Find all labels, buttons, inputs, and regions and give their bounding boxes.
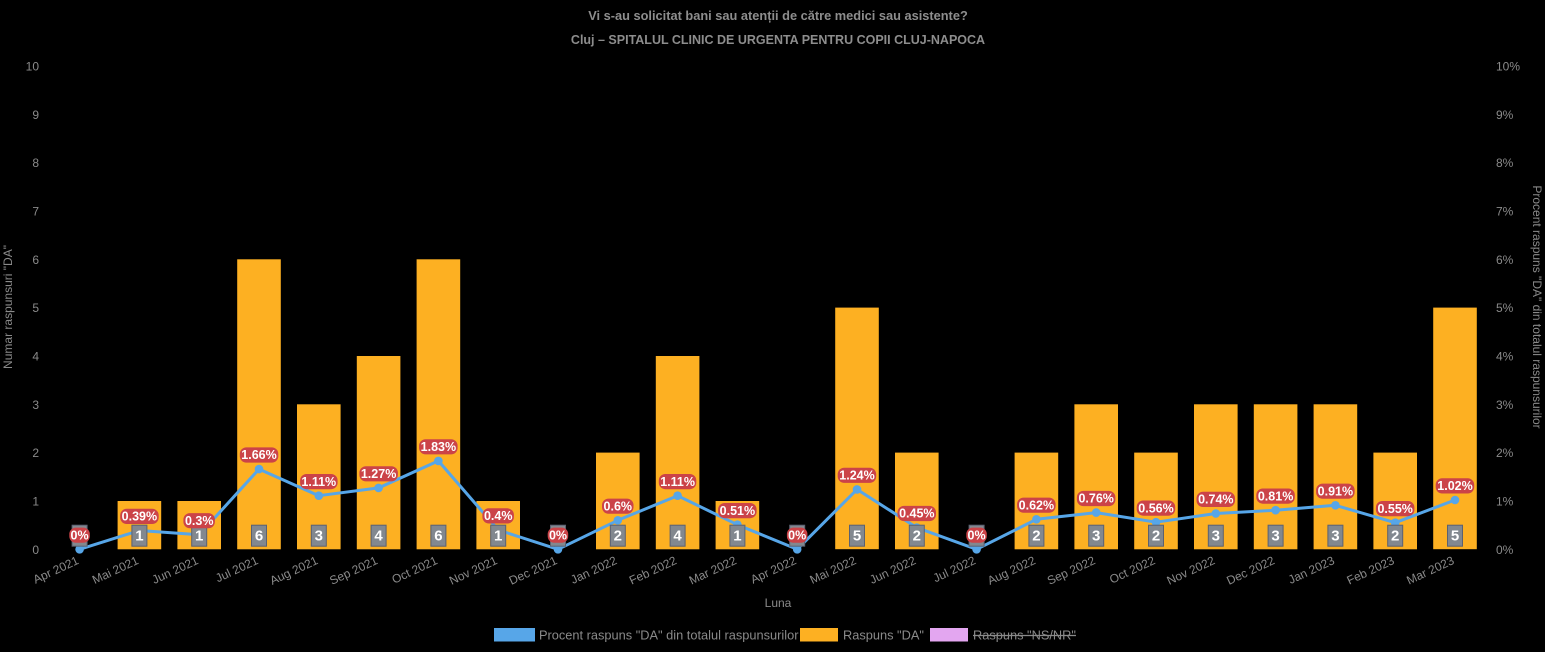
svg-text:8%: 8% bbox=[1496, 156, 1514, 170]
svg-text:7%: 7% bbox=[1496, 205, 1514, 219]
svg-text:0.4%: 0.4% bbox=[484, 509, 513, 523]
svg-text:1%: 1% bbox=[1496, 495, 1514, 509]
svg-text:1.27%: 1.27% bbox=[361, 467, 396, 481]
svg-text:2: 2 bbox=[1032, 528, 1040, 545]
svg-text:5%: 5% bbox=[1496, 301, 1514, 315]
svg-text:7: 7 bbox=[32, 205, 39, 219]
svg-text:Procent raspuns "DA" din total: Procent raspuns "DA" din totalul raspuns… bbox=[1530, 185, 1544, 428]
svg-text:6%: 6% bbox=[1496, 253, 1514, 267]
svg-text:8: 8 bbox=[32, 156, 39, 170]
svg-text:1: 1 bbox=[32, 495, 39, 509]
svg-text:1.02%: 1.02% bbox=[1437, 479, 1472, 493]
svg-text:2: 2 bbox=[32, 446, 39, 460]
svg-text:6: 6 bbox=[32, 253, 39, 267]
svg-text:0.6%: 0.6% bbox=[604, 499, 633, 513]
svg-text:Vi s-au solicitat bani sau ate: Vi s-au solicitat bani sau atenții de că… bbox=[588, 8, 968, 23]
svg-text:5: 5 bbox=[32, 301, 39, 315]
svg-text:1.11%: 1.11% bbox=[301, 475, 336, 489]
svg-text:2: 2 bbox=[614, 528, 622, 545]
svg-text:3: 3 bbox=[1331, 528, 1339, 545]
svg-text:2: 2 bbox=[1152, 528, 1160, 545]
svg-text:9%: 9% bbox=[1496, 108, 1514, 122]
svg-text:1.24%: 1.24% bbox=[839, 469, 874, 483]
svg-text:Raspuns "DA": Raspuns "DA" bbox=[843, 628, 924, 643]
svg-text:1: 1 bbox=[733, 528, 741, 545]
svg-text:0%: 0% bbox=[1496, 543, 1514, 557]
svg-text:Raspuns "NS/NR": Raspuns "NS/NR" bbox=[973, 628, 1076, 643]
svg-text:Cluj – SPITALUL CLINIC DE URGE: Cluj – SPITALUL CLINIC DE URGENTA PENTRU… bbox=[571, 33, 985, 47]
svg-text:0%: 0% bbox=[968, 528, 986, 542]
svg-text:2%: 2% bbox=[1496, 446, 1514, 460]
svg-text:1.83%: 1.83% bbox=[421, 440, 456, 454]
svg-text:2: 2 bbox=[1391, 528, 1399, 545]
svg-text:0.76%: 0.76% bbox=[1078, 492, 1113, 506]
svg-text:0.45%: 0.45% bbox=[899, 507, 934, 521]
svg-text:1: 1 bbox=[195, 528, 203, 545]
svg-text:1: 1 bbox=[135, 528, 143, 545]
svg-text:3: 3 bbox=[1092, 528, 1100, 545]
svg-text:4: 4 bbox=[673, 528, 682, 545]
svg-text:0.3%: 0.3% bbox=[185, 514, 214, 528]
svg-text:10%: 10% bbox=[1496, 60, 1520, 74]
svg-text:9: 9 bbox=[32, 108, 39, 122]
svg-text:6: 6 bbox=[255, 528, 263, 545]
svg-text:3: 3 bbox=[1212, 528, 1220, 545]
svg-text:0.74%: 0.74% bbox=[1198, 493, 1233, 507]
svg-text:Luna: Luna bbox=[765, 596, 792, 610]
svg-text:0.91%: 0.91% bbox=[1318, 484, 1353, 498]
svg-text:3: 3 bbox=[32, 398, 39, 412]
svg-text:Numar raspunsuri "DA": Numar raspunsuri "DA" bbox=[1, 245, 15, 369]
svg-text:3: 3 bbox=[1271, 528, 1279, 545]
svg-text:4: 4 bbox=[32, 350, 39, 364]
svg-text:0.51%: 0.51% bbox=[720, 504, 755, 518]
svg-text:0: 0 bbox=[32, 543, 39, 557]
svg-text:0.62%: 0.62% bbox=[1019, 498, 1054, 512]
svg-text:0%: 0% bbox=[71, 528, 89, 542]
svg-text:2: 2 bbox=[913, 528, 921, 545]
svg-text:5: 5 bbox=[1451, 528, 1459, 545]
svg-text:0%: 0% bbox=[788, 528, 806, 542]
svg-text:5: 5 bbox=[853, 528, 861, 545]
svg-text:6: 6 bbox=[434, 528, 442, 545]
svg-text:1.11%: 1.11% bbox=[660, 475, 695, 489]
svg-text:0.81%: 0.81% bbox=[1258, 489, 1293, 503]
svg-text:0%: 0% bbox=[549, 528, 567, 542]
svg-text:Procent raspuns "DA" din total: Procent raspuns "DA" din totalul raspuns… bbox=[539, 628, 799, 643]
svg-text:0.39%: 0.39% bbox=[122, 510, 157, 524]
svg-text:0.56%: 0.56% bbox=[1138, 501, 1173, 515]
svg-text:1: 1 bbox=[494, 528, 502, 545]
svg-text:0.55%: 0.55% bbox=[1377, 502, 1412, 516]
svg-text:4%: 4% bbox=[1496, 350, 1514, 364]
svg-text:3%: 3% bbox=[1496, 398, 1514, 412]
svg-text:4: 4 bbox=[374, 528, 383, 545]
svg-text:1.66%: 1.66% bbox=[241, 448, 276, 462]
svg-text:10: 10 bbox=[26, 60, 40, 74]
svg-text:3: 3 bbox=[315, 528, 323, 545]
